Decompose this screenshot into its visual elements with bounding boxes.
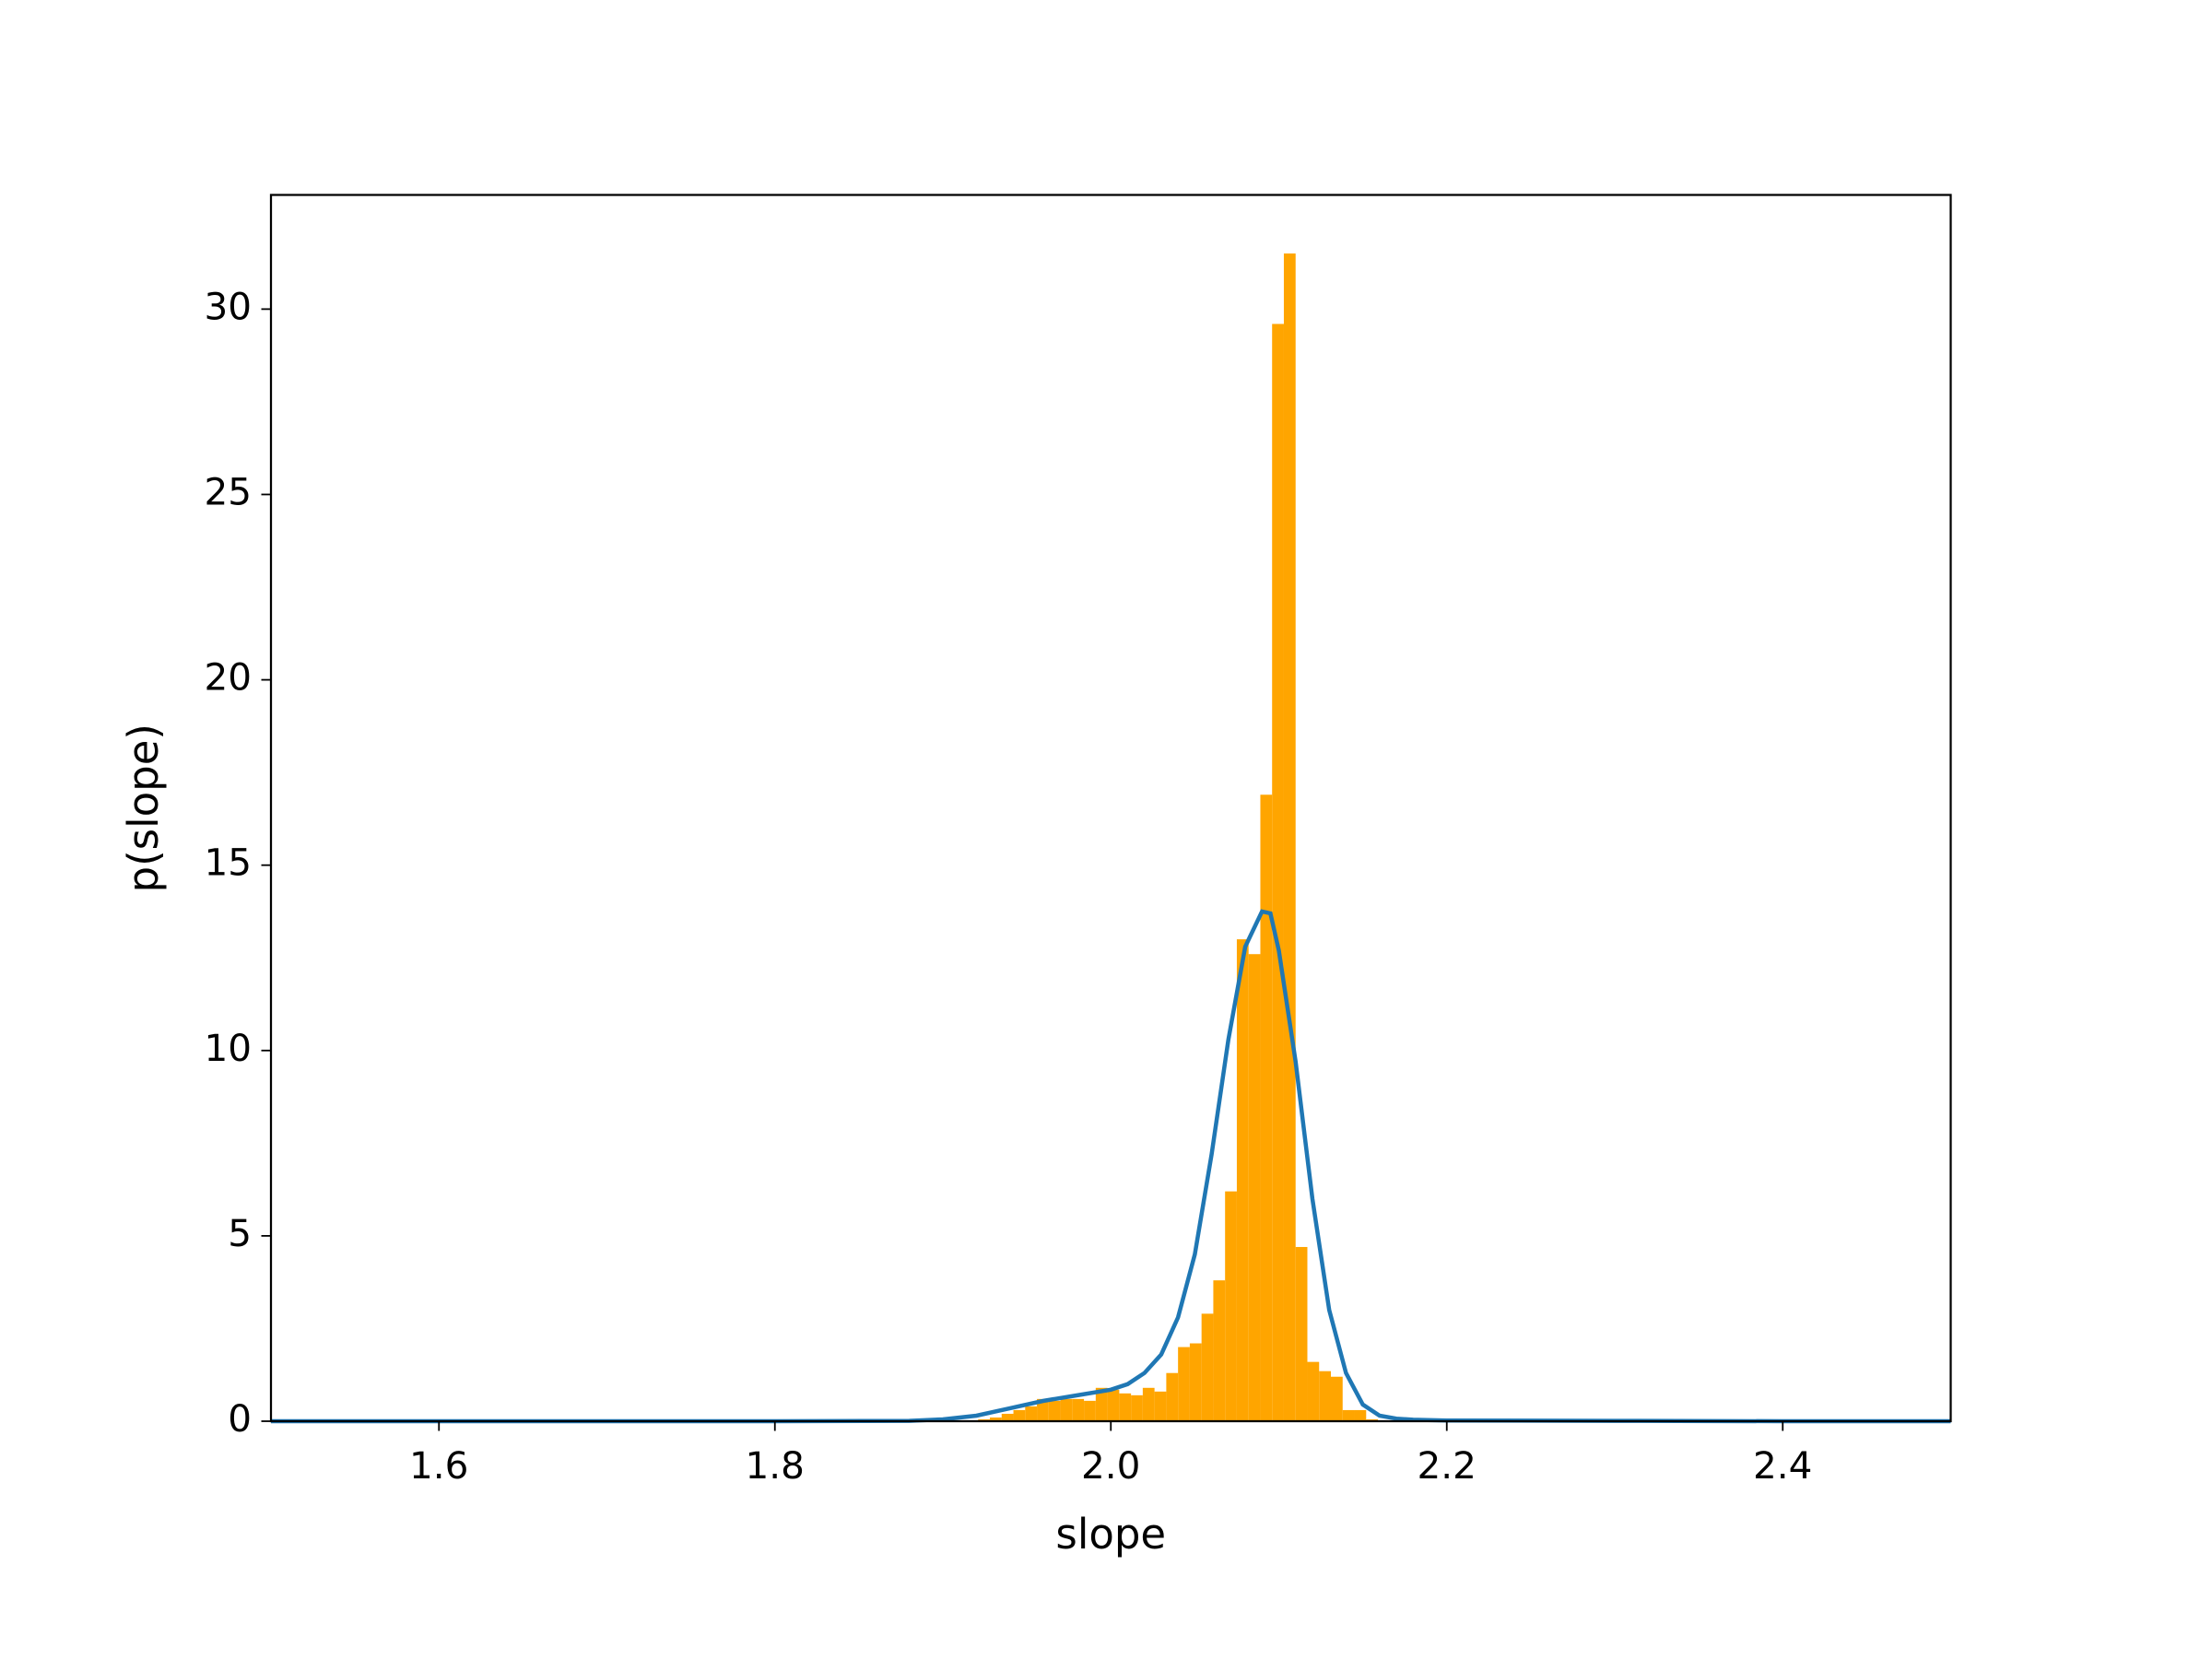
histogram-bar bbox=[1095, 1387, 1108, 1421]
histogram-bar bbox=[1283, 253, 1296, 1421]
histogram-bar bbox=[1037, 1398, 1049, 1421]
y-tick-label: 0 bbox=[228, 1396, 252, 1441]
histogram-bar bbox=[1213, 1280, 1226, 1421]
histogram-bar bbox=[1225, 1191, 1237, 1421]
y-tick-label: 15 bbox=[204, 841, 252, 885]
histogram-bar bbox=[1178, 1347, 1190, 1421]
histogram-bar bbox=[1025, 1406, 1038, 1421]
histogram-bar bbox=[1295, 1246, 1308, 1421]
histogram-bar bbox=[1330, 1376, 1343, 1421]
histogram-bar bbox=[1013, 1409, 1026, 1421]
histogram-bar bbox=[1272, 324, 1284, 1421]
histogram-bar bbox=[1048, 1400, 1061, 1421]
histogram-bar bbox=[1319, 1371, 1331, 1421]
histogram-bar bbox=[1236, 939, 1249, 1421]
x-tick-label: 1.8 bbox=[746, 1443, 805, 1488]
y-tick-label: 20 bbox=[204, 655, 252, 700]
histogram-bar bbox=[1154, 1391, 1167, 1421]
histogram-bar bbox=[1119, 1393, 1132, 1421]
histogram-bar bbox=[1001, 1413, 1014, 1421]
y-tick-label: 25 bbox=[204, 469, 252, 513]
axes-frame bbox=[269, 194, 1952, 1423]
y-tick-label: 30 bbox=[204, 284, 252, 328]
histogram-bar bbox=[990, 1417, 1002, 1421]
histogram-bar bbox=[1260, 794, 1273, 1421]
y-tick-label: 5 bbox=[228, 1211, 252, 1255]
histogram-bar bbox=[1072, 1398, 1085, 1421]
density-line bbox=[271, 909, 1951, 1424]
histogram-bar bbox=[1201, 1313, 1214, 1421]
histogram-bar bbox=[1248, 954, 1261, 1421]
x-tick-label: 2.2 bbox=[1418, 1443, 1477, 1488]
x-tick-label: 2.4 bbox=[1753, 1443, 1812, 1488]
histogram-bar bbox=[1131, 1394, 1143, 1421]
histogram-bar bbox=[1342, 1409, 1355, 1421]
y-axis-label: p(slope) bbox=[119, 724, 168, 892]
histogram-bar bbox=[1354, 1409, 1367, 1421]
histogram-bar bbox=[1084, 1400, 1096, 1421]
histogram-bar bbox=[1107, 1389, 1120, 1421]
y-tick-label: 10 bbox=[204, 1026, 252, 1070]
histogram-bar bbox=[1189, 1343, 1202, 1421]
plot-area bbox=[271, 253, 1951, 1424]
histogram-bar bbox=[1307, 1361, 1320, 1421]
histogram-bar bbox=[1142, 1387, 1155, 1421]
x-tick-label: 1.6 bbox=[409, 1443, 468, 1488]
histogram-bar bbox=[1060, 1398, 1073, 1421]
x-tick-label: 2.0 bbox=[1081, 1443, 1140, 1488]
x-axis-label: slope bbox=[1055, 1510, 1166, 1559]
histogram-bar bbox=[1166, 1372, 1179, 1421]
